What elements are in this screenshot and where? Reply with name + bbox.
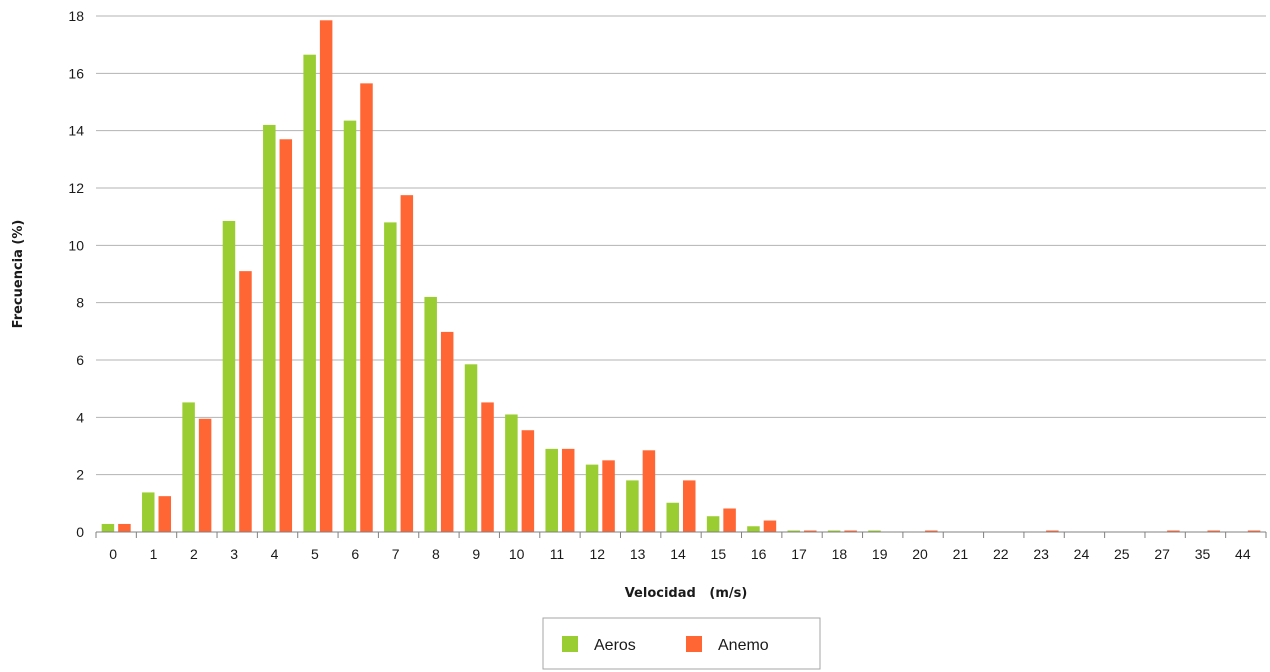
bar-anemo-13: [642, 450, 656, 532]
bar-anemo-23: [1046, 530, 1059, 532]
x-tick-label: 13: [630, 546, 646, 562]
x-tick-label: 0: [109, 546, 117, 562]
bar-aeros-2: [182, 402, 195, 532]
x-tick-label: 10: [509, 546, 525, 562]
legend: Aeros Anemo: [542, 617, 821, 670]
x-tick-label: 27: [1154, 546, 1170, 562]
bar-anemo-17: [804, 530, 817, 532]
x-tick-label: 5: [311, 546, 319, 562]
bar-anemo-20: [925, 530, 938, 532]
x-tick-label: 14: [670, 546, 686, 562]
y-tick-label: 6: [76, 352, 84, 368]
x-tick-label: 24: [1074, 546, 1090, 562]
bar-anemo-10: [521, 430, 535, 532]
y-axis-title: Frecuencia (%): [11, 220, 26, 329]
bar-anemo-16: [763, 520, 777, 532]
bar-aeros-14: [666, 502, 679, 532]
x-tick-label: 8: [432, 546, 440, 562]
x-axis-ticks: 0 1 2 3 4 5 6 7 8 9 10 11 12 13 14 15 16 17 18 19 20 21 22 23 24…: [109, 546, 1251, 562]
bar-anemo-3: [239, 271, 252, 532]
bar-aeros-6: [343, 120, 357, 532]
x-tick-label: 22: [993, 546, 1009, 562]
y-tick-label: 8: [76, 295, 84, 311]
bar-aeros-19: [868, 530, 881, 532]
x-tick-label: 12: [590, 546, 606, 562]
x-tick-label: 3: [230, 546, 238, 562]
bar-aeros-15: [706, 516, 720, 532]
x-tick-label: 20: [912, 546, 928, 562]
bar-aeros-13: [626, 480, 639, 532]
x-tick-label: 11: [550, 546, 565, 562]
legend-swatch-anemo: [686, 636, 702, 652]
bar-anemo-5: [319, 20, 333, 533]
x-tick-label: 2: [190, 546, 198, 562]
x-tick-label: 25: [1114, 546, 1130, 562]
bar-aeros-5: [303, 54, 316, 532]
bars: [101, 20, 1261, 533]
legend-swatch-aeros: [562, 636, 578, 652]
bar-aeros-0: [101, 523, 115, 532]
x-axis: [95, 531, 1267, 538]
y-tick-label: 12: [68, 180, 84, 196]
bar-anemo-2: [198, 418, 212, 532]
legend-box: [542, 617, 821, 670]
y-tick-label: 2: [76, 467, 84, 483]
bar-anemo-4: [279, 139, 293, 532]
bar-aeros-3: [222, 220, 236, 532]
bar-aeros-17: [787, 530, 801, 532]
y-tick-label: 10: [68, 237, 84, 253]
bar-aeros-1: [142, 492, 155, 532]
bar-anemo-11: [561, 448, 575, 532]
legend-label-anemo: Anemo: [718, 637, 769, 654]
bar-anemo-44: [1247, 530, 1261, 532]
bar-anemo-12: [602, 460, 615, 532]
bar-aeros-18: [827, 530, 841, 532]
x-tick-label: 21: [953, 546, 969, 562]
x-tick-label: 44: [1235, 546, 1251, 562]
y-tick-label: 14: [68, 123, 84, 139]
bar-aeros-4: [263, 124, 276, 532]
x-tick-label: 19: [872, 546, 888, 562]
bar-anemo-18: [844, 530, 857, 532]
bar-aeros-9: [464, 364, 478, 532]
x-tick-label: 4: [271, 546, 279, 562]
bar-anemo-8: [440, 331, 454, 532]
y-tick-label: 18: [68, 8, 84, 24]
bar-anemo-0: [118, 523, 131, 532]
bar-aeros-11: [545, 448, 558, 532]
x-axis-title: Velocidad (m/s): [625, 586, 748, 601]
x-tick-label: 16: [751, 546, 767, 562]
x-tick-label: 17: [791, 546, 807, 562]
bar-aeros-16: [747, 526, 760, 532]
x-tick-label: 1: [150, 546, 158, 562]
bar-anemo-27: [1167, 530, 1180, 532]
y-tick-label: 4: [76, 409, 84, 425]
y-tick-label: 0: [76, 524, 84, 540]
x-tick-label: 6: [351, 546, 359, 562]
bar-anemo-1: [158, 496, 172, 532]
x-tick-label: 15: [711, 546, 727, 562]
bar-anemo-7: [400, 195, 414, 532]
bar-aeros-10: [505, 414, 518, 532]
bar-aeros-8: [424, 296, 437, 532]
bar-aeros-7: [384, 222, 397, 532]
y-tick-label: 16: [68, 65, 84, 81]
x-tick-label: 18: [832, 546, 848, 562]
bar-anemo-35: [1207, 530, 1220, 532]
bar-aeros-12: [585, 464, 599, 532]
bar-anemo-6: [360, 83, 373, 532]
bar-anemo-14: [683, 480, 696, 532]
bar-anemo-15: [723, 508, 736, 532]
legend-label-aeros: Aeros: [594, 637, 636, 654]
x-tick-label: 7: [392, 546, 400, 562]
y-axis-ticks: 0 2 4 6 8 10 12 14 16 18: [68, 8, 84, 540]
x-tick-label: 23: [1033, 546, 1049, 562]
x-tick-label: 35: [1195, 546, 1211, 562]
bar-anemo-9: [481, 402, 494, 532]
x-tick-label: 9: [472, 546, 480, 562]
